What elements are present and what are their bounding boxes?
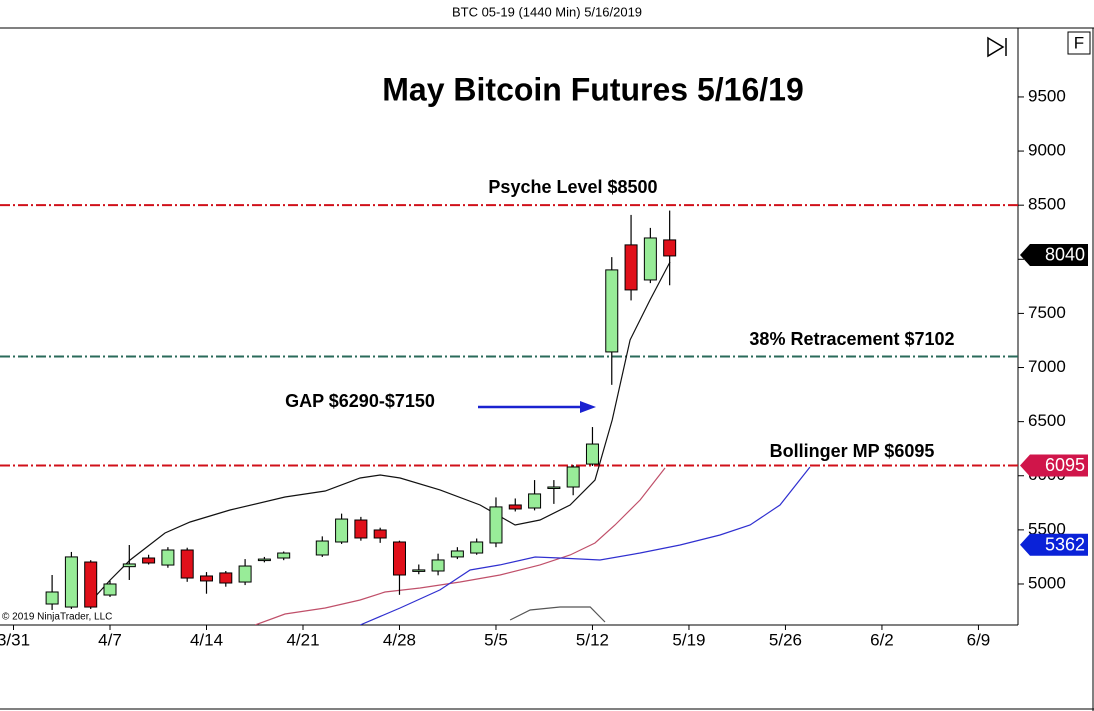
f-button[interactable] — [1067, 31, 1091, 55]
candle-body — [335, 518, 349, 543]
candle-body — [547, 486, 561, 490]
y-tick-label: 7500 — [1028, 303, 1066, 322]
y-tick-label: 5500 — [1028, 519, 1066, 538]
x-tick-label: 4/28 — [383, 630, 416, 649]
x-tick-label: 5/12 — [576, 630, 609, 649]
gap-annotation: GAP $6290-$7150 — [285, 391, 435, 411]
copyright: © 2019 NinjaTrader, LLC — [2, 612, 112, 623]
price-tag-label: 8040 — [1045, 245, 1085, 265]
level-label: 38% Retracement $7102 — [749, 329, 954, 349]
candle-body — [450, 550, 464, 558]
candle-body — [103, 583, 117, 596]
indicator-line — [254, 467, 666, 625]
candle-body — [431, 559, 445, 572]
candle-body — [412, 569, 426, 572]
candle-body — [84, 561, 98, 608]
indicator-line — [359, 466, 811, 625]
candle-body — [392, 541, 406, 576]
candle-body — [257, 558, 271, 562]
x-tick-label: 5/19 — [672, 630, 705, 649]
candle-body — [45, 591, 59, 605]
candle-body — [605, 269, 619, 353]
candle-body — [238, 565, 252, 583]
x-tick-label: 4/14 — [190, 630, 223, 649]
header: BTC 05-19 (1440 Min) 5/16/2019 — [452, 4, 642, 19]
candle-body — [585, 443, 599, 465]
y-tick-label: 9500 — [1028, 86, 1066, 105]
candle-body — [373, 529, 387, 539]
price-tag — [1020, 243, 1088, 266]
price-tag — [1020, 454, 1088, 477]
candle-body — [489, 506, 503, 544]
candle-body — [528, 493, 542, 509]
gap-arrow-head — [580, 401, 596, 413]
x-tick-label: 6/2 — [870, 630, 894, 649]
candle-body — [180, 549, 194, 579]
candle-body — [315, 540, 329, 556]
play-icon-triangle[interactable] — [987, 36, 1005, 58]
candle-body — [508, 504, 522, 510]
candle-body — [199, 575, 213, 582]
y-tick-label: 8500 — [1028, 195, 1066, 214]
plot-area — [0, 204, 1018, 625]
y-tick-label: 5000 — [1028, 573, 1066, 592]
candle-body — [624, 244, 638, 291]
level-label: Psyche Level $8500 — [488, 177, 657, 197]
y-tick-label: 7000 — [1028, 357, 1066, 376]
candle-body — [354, 519, 368, 539]
candle-body — [470, 541, 484, 554]
candle-body — [64, 556, 78, 608]
x-tick-label: 5/5 — [484, 630, 508, 649]
candle-body — [219, 572, 233, 584]
price-tag — [1020, 533, 1088, 556]
price-tag-label: 5362 — [1045, 535, 1085, 555]
candle-body — [663, 239, 677, 257]
y-tick-label: 9000 — [1028, 141, 1066, 160]
x-tick-label: 6/9 — [967, 630, 991, 649]
y-tick-label: 6500 — [1028, 411, 1066, 430]
candle-body — [566, 466, 580, 488]
price-tag-label: 6095 — [1045, 455, 1085, 475]
candle-body — [142, 557, 156, 564]
indicator-line — [509, 606, 606, 623]
candle-body — [643, 237, 657, 281]
f-button-label[interactable]: F — [1074, 33, 1084, 52]
x-tick-label: 4/7 — [98, 630, 122, 649]
candle-body — [277, 552, 291, 559]
x-tick-label: 4/21 — [286, 630, 319, 649]
play-icon[interactable] — [987, 36, 1007, 58]
candle-body — [161, 549, 175, 566]
candle-body — [122, 563, 136, 568]
indicator-line — [91, 261, 671, 601]
x-tick-label: 5/26 — [769, 630, 802, 649]
x-tick-label: 3/31 — [0, 630, 30, 649]
chart-title: May Bitcoin Futures 5/16/19 — [382, 71, 803, 107]
level-label: Bollinger MP $6095 — [770, 441, 935, 461]
